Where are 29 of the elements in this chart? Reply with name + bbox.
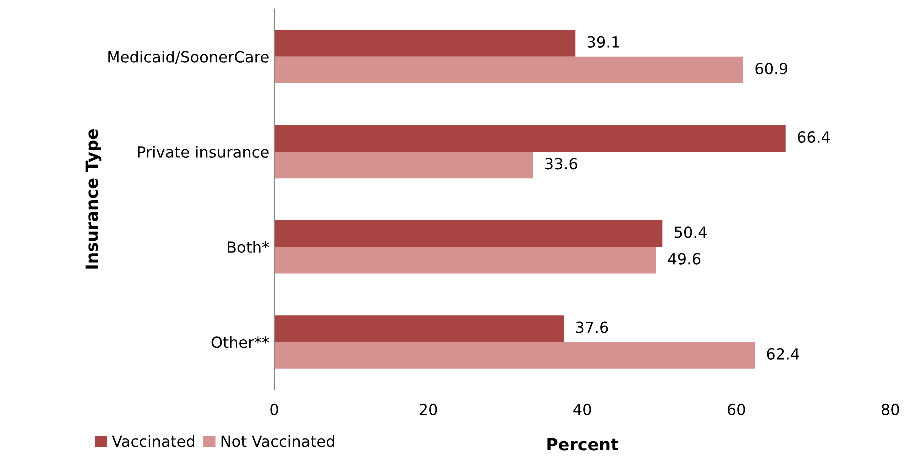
bar <box>274 152 534 179</box>
x-axis-title: Percent <box>548 438 619 451</box>
bar <box>274 247 656 274</box>
y-tick-label: Both* <box>228 241 270 254</box>
x-tick-label: 80 <box>882 404 900 416</box>
legend-label: Not Vaccinated <box>222 435 334 448</box>
bar <box>274 316 564 342</box>
bar <box>274 125 786 152</box>
data-label: 50.4 <box>674 226 707 238</box>
bar <box>274 342 756 369</box>
data-label: 49.6 <box>668 253 701 265</box>
data-label: 62.4 <box>767 348 800 360</box>
y-tick-label: Other** <box>212 336 270 348</box>
x-tick-label: 40 <box>574 404 592 416</box>
bar <box>274 30 576 57</box>
y-tick-label: Medicaid/SoonerCare <box>108 51 269 64</box>
x-tick-label: 60 <box>728 404 746 416</box>
legend-label: Vaccinated <box>112 435 195 448</box>
x-tick-label: 0 <box>270 404 278 416</box>
data-label: 33.6 <box>546 158 578 170</box>
data-label: 66.4 <box>798 132 830 144</box>
data-label: 37.6 <box>576 322 608 334</box>
x-tick-label: 20 <box>420 404 438 416</box>
bar <box>274 220 663 248</box>
bar <box>274 56 744 84</box>
y-tick-label: Private insurance <box>138 146 269 158</box>
data-label: 39.1 <box>588 36 620 48</box>
y-axis-title: Insurance Type <box>86 130 102 269</box>
data-label: 60.9 <box>756 63 788 75</box>
